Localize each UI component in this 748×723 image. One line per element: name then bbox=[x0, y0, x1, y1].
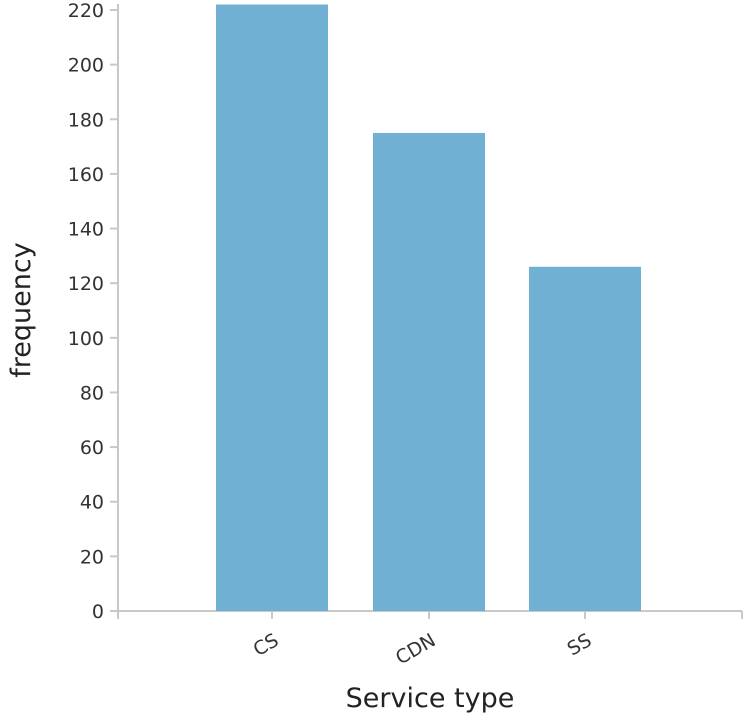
y-axis-title: frequency bbox=[6, 242, 37, 377]
y-axis: 0 20 40 60 80 100 120 140 160 180 200 220 bbox=[68, 0, 119, 623]
x-axis: CS CDN SS bbox=[117, 610, 743, 669]
bars bbox=[216, 4, 641, 611]
y-tick-label: 180 bbox=[68, 109, 104, 131]
y-tick-label: 120 bbox=[68, 273, 104, 295]
x-tick-label-cdn: CDN bbox=[392, 629, 439, 669]
y-tick-label: 60 bbox=[80, 437, 104, 459]
x-axis-title: Service type bbox=[346, 683, 515, 714]
x-tick-label-ss: SS bbox=[564, 629, 596, 660]
x-tick-label-cs: CS bbox=[250, 629, 283, 661]
bar-cdn bbox=[373, 132, 485, 611]
y-tick-label: 80 bbox=[80, 382, 104, 404]
y-tick-label: 20 bbox=[80, 546, 104, 568]
bar-ss bbox=[529, 266, 641, 611]
y-tick-label: 40 bbox=[80, 492, 104, 514]
y-tick-label: 200 bbox=[68, 55, 104, 77]
y-tick-label: 100 bbox=[68, 328, 104, 350]
y-tick-label: 0 bbox=[92, 601, 104, 623]
y-tick-label: 220 bbox=[68, 0, 104, 22]
y-tick-label: 140 bbox=[68, 219, 104, 241]
y-tick-label: 160 bbox=[68, 164, 104, 186]
bar-cs bbox=[216, 4, 328, 611]
